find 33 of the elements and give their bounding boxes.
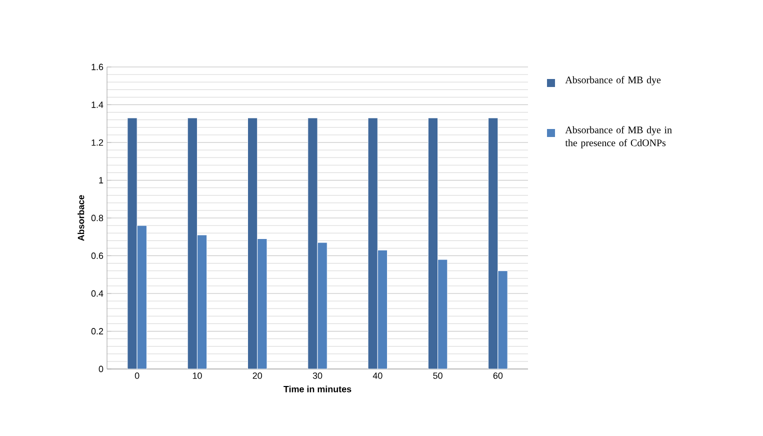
x-tick-label: 50	[433, 372, 442, 379]
x-tick-label: 20	[252, 372, 262, 379]
legend-label: Absorbance of MB dye	[565, 76, 661, 86]
bar	[247, 118, 258, 369]
x-tick-label: 10	[192, 372, 202, 379]
bar	[438, 259, 448, 369]
bar	[317, 242, 328, 369]
y-tick-label: 0	[98, 366, 104, 372]
y-axis-title: Absorbace	[78, 195, 84, 241]
y-tick-label: 0.2	[91, 328, 104, 334]
bar	[196, 234, 208, 369]
bar	[368, 118, 378, 369]
y-tick-label: 1.2	[92, 139, 104, 146]
x-tick-label: 0	[134, 372, 140, 379]
y-tick-label: 0.8	[91, 214, 104, 222]
legend-label: Absorbance of MB dye in the presence of CdONPs	[565, 126, 672, 148]
y-tick-label: 0.6	[91, 252, 104, 259]
bar	[187, 118, 198, 369]
x-axis-title: Time in minutes	[284, 386, 352, 392]
bar	[308, 118, 318, 369]
bar	[127, 118, 138, 369]
y-tick-label: 1.4	[92, 102, 104, 108]
y-tick-label: 1.6	[92, 64, 104, 70]
x-tick-label: 30	[312, 372, 322, 379]
bar	[257, 238, 268, 369]
x-tick-label: 60	[493, 372, 503, 379]
y-tick-label: 1	[99, 177, 104, 184]
bar	[136, 225, 147, 369]
bar	[428, 118, 438, 369]
bar	[377, 250, 388, 369]
bar	[488, 118, 498, 369]
y-tick-label: 0.4	[91, 290, 104, 297]
x-tick-label: 40	[372, 372, 382, 379]
